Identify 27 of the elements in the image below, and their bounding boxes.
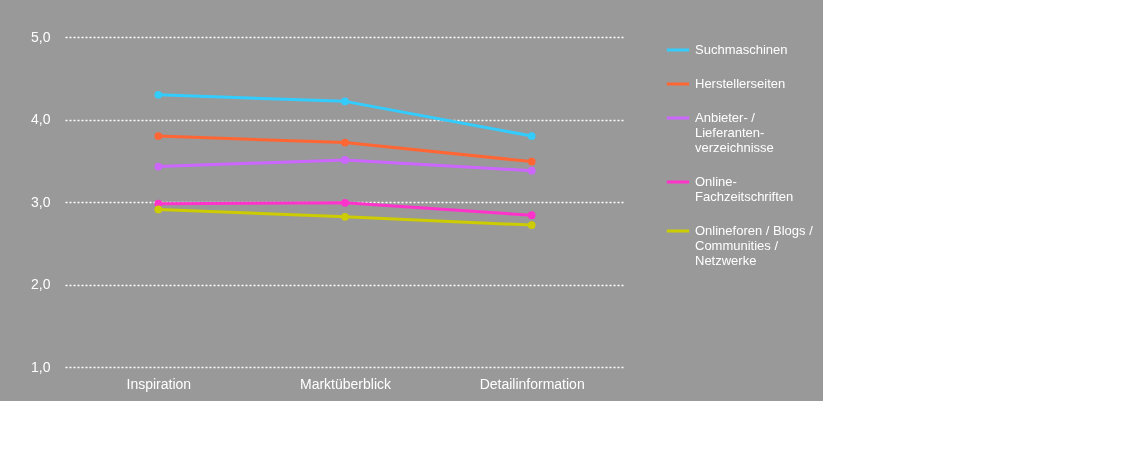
point xyxy=(527,221,536,229)
point xyxy=(341,138,349,147)
y-tick-label: 4,0 xyxy=(31,111,51,127)
point xyxy=(154,205,163,214)
legend-label: Herstellerseiten xyxy=(695,76,786,91)
point xyxy=(527,166,536,175)
point xyxy=(341,198,349,207)
legend-label: Suchmaschinen xyxy=(695,42,788,57)
legend-label: Onlineforen / Blogs / Communities / Netzwerke xyxy=(695,223,814,268)
point xyxy=(527,132,536,140)
y-tick-label: 5,0 xyxy=(31,28,51,45)
x-tick-label: Marktüberblick xyxy=(299,375,393,392)
y-tick-label: 3,0 xyxy=(31,193,51,210)
legend-label: Anbieter- / Lieferanten- verzeichnisse xyxy=(695,110,774,155)
y-tick-label: 2,0 xyxy=(31,276,51,292)
x-tick-label: Detailinformation xyxy=(479,375,585,392)
point xyxy=(341,212,349,221)
point xyxy=(527,211,536,220)
point xyxy=(527,157,536,166)
x-tick-label: Inspiration xyxy=(126,375,192,392)
point xyxy=(341,97,349,106)
point xyxy=(154,90,163,99)
point xyxy=(341,156,349,164)
y-tick-label: 1,0 xyxy=(31,358,51,375)
point xyxy=(154,132,163,140)
point xyxy=(154,162,163,171)
legend-label: Online- Fachzeitschriften xyxy=(695,174,794,204)
